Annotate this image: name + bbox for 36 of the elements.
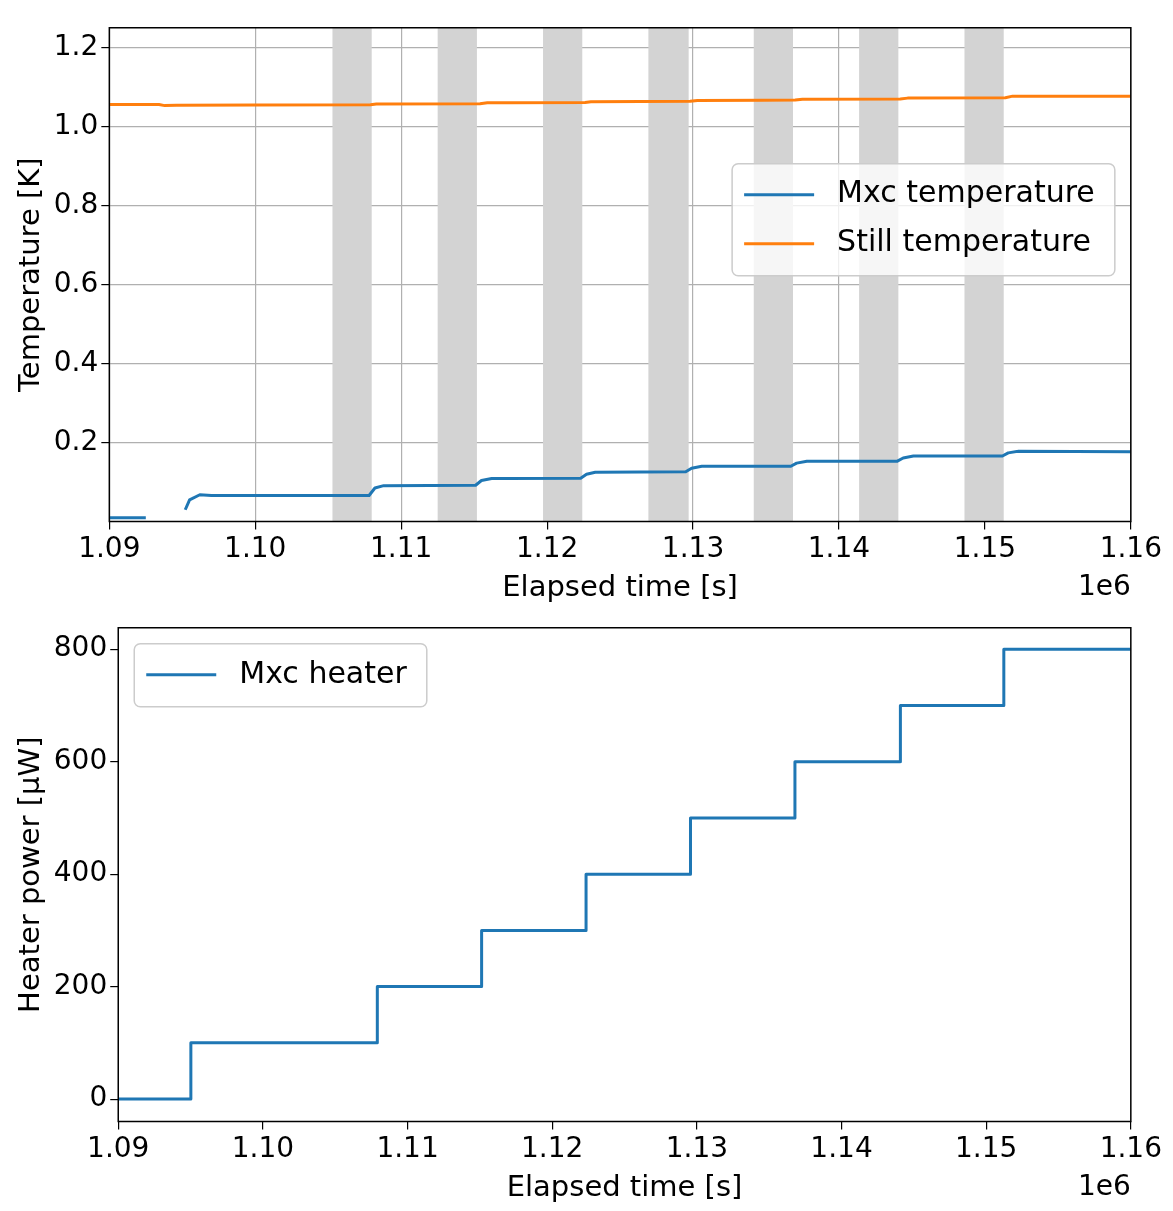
y-tick-label: 0.6 [53, 265, 99, 299]
legend-label: Still temperature [837, 223, 1092, 259]
x-tick-label: 1.14 [807, 530, 871, 564]
x-tick-label: 1.12 [515, 530, 579, 564]
x-tick-label: 1.09 [87, 1130, 150, 1164]
legend-label: Mxc heater [239, 654, 408, 690]
x-tick-label: 1.16 [1099, 530, 1162, 564]
x-tick-label: 1.10 [224, 530, 287, 564]
y-tick-label: 1.0 [53, 107, 99, 141]
y-tick-label: 200 [53, 967, 108, 1001]
x-tick-label: 1.09 [78, 530, 141, 564]
y-tick-label: 0.8 [53, 186, 99, 220]
x-tick-label: 1.15 [955, 1130, 1018, 1164]
x-axis-title: Elapsed time [s] [506, 1169, 743, 1204]
x-tick-label: 1.10 [231, 1130, 295, 1164]
legend-label: Mxc temperature [837, 174, 1095, 210]
y-tick-label: 400 [53, 855, 108, 889]
y-tick-label: 0.2 [53, 423, 99, 457]
x-tick-label: 1.14 [810, 1130, 873, 1164]
x-tick-label: 1.11 [376, 1130, 439, 1164]
y-tick-label: 600 [53, 742, 108, 776]
text: 1e6 [1077, 1168, 1131, 1202]
y-tick-label: 0 [89, 1080, 108, 1114]
x-tick-label: 1.16 [1099, 1130, 1162, 1164]
x-tick-label: 1.12 [521, 1130, 584, 1164]
y-tick-label: 1.2 [53, 28, 99, 62]
text: 1e6 [1077, 568, 1131, 602]
x-tick-label: 1.13 [665, 1130, 729, 1164]
y-tick-label: 0.4 [53, 344, 99, 378]
x-tick-label: 1.11 [370, 530, 433, 564]
x-tick-label: 1.15 [953, 530, 1017, 564]
y-tick-label: 800 [53, 630, 108, 664]
x-axis-title: Elapsed time [s] [502, 569, 738, 604]
x-tick-label: 1.13 [661, 530, 725, 564]
y-axis-title: Temperature [K] [11, 157, 46, 393]
y-axis-title: Heater power [μW] [11, 736, 46, 1013]
